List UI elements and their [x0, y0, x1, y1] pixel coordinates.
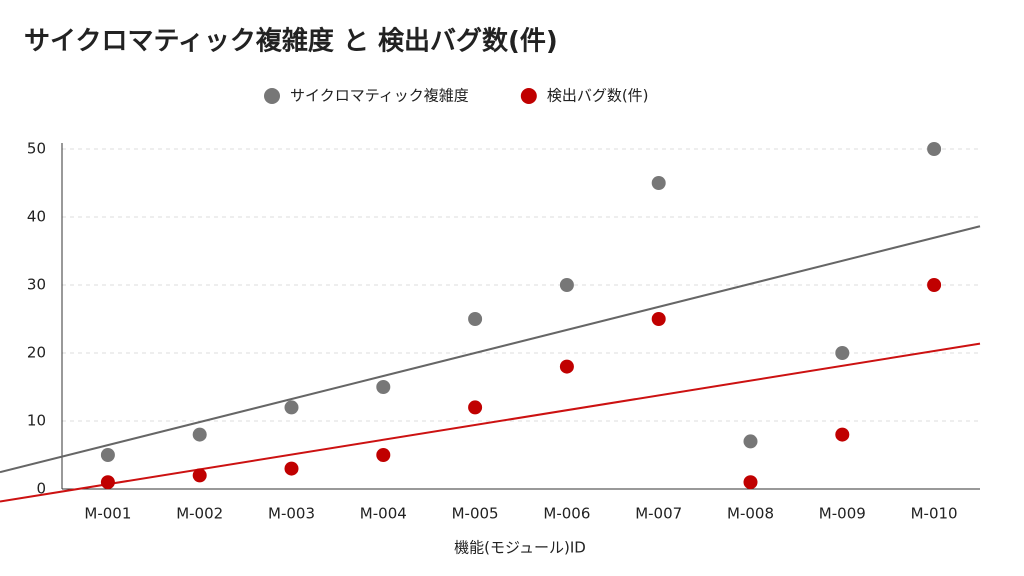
point — [284, 400, 299, 415]
x-tick-label: M-009 — [819, 505, 866, 523]
x-tick-label: M-004 — [360, 505, 407, 523]
y-tick-label: 30 — [27, 276, 46, 294]
legend-label: サイクロマティック複雑度 — [290, 87, 469, 105]
y-tick-label: 40 — [27, 208, 46, 226]
point — [743, 475, 758, 490]
point — [651, 176, 666, 190]
x-tick-label: M-002 — [176, 505, 223, 523]
x-axis-label: 機能(モジュール)ID — [454, 539, 586, 557]
x-tick-label: M-008 — [727, 505, 774, 523]
point — [192, 427, 207, 442]
point — [927, 278, 942, 292]
chart-title: サイクロマティック複雑度 と 検出バグ数(件) — [24, 26, 558, 57]
trend-line — [0, 342, 981, 503]
point — [743, 434, 758, 449]
x-tick-label: M-003 — [268, 505, 315, 523]
point — [835, 346, 850, 360]
y-tick-label: 50 — [27, 140, 46, 158]
point — [559, 278, 574, 292]
point — [376, 448, 391, 462]
point — [100, 475, 115, 490]
point — [376, 380, 391, 394]
y-tick-label: 20 — [27, 344, 46, 362]
point — [835, 427, 850, 442]
y-tick-label: 10 — [27, 412, 46, 430]
point — [468, 312, 483, 326]
x-tick-label: M-001 — [84, 505, 131, 523]
legend-marker — [520, 88, 537, 104]
x-tick-label: M-006 — [543, 505, 590, 523]
point — [284, 461, 299, 476]
trend-line — [0, 225, 981, 474]
y-tick-label: 0 — [36, 480, 46, 498]
point — [651, 312, 666, 326]
legend-marker — [264, 88, 280, 104]
x-tick-label: M-010 — [911, 505, 958, 523]
x-tick-label: M-005 — [452, 505, 499, 523]
point — [559, 359, 574, 374]
legend-label: 検出バグ数(件) — [547, 87, 649, 105]
point — [100, 448, 115, 462]
point — [468, 400, 483, 415]
x-tick-label: M-007 — [635, 505, 682, 523]
point — [927, 142, 942, 156]
point — [192, 468, 207, 483]
